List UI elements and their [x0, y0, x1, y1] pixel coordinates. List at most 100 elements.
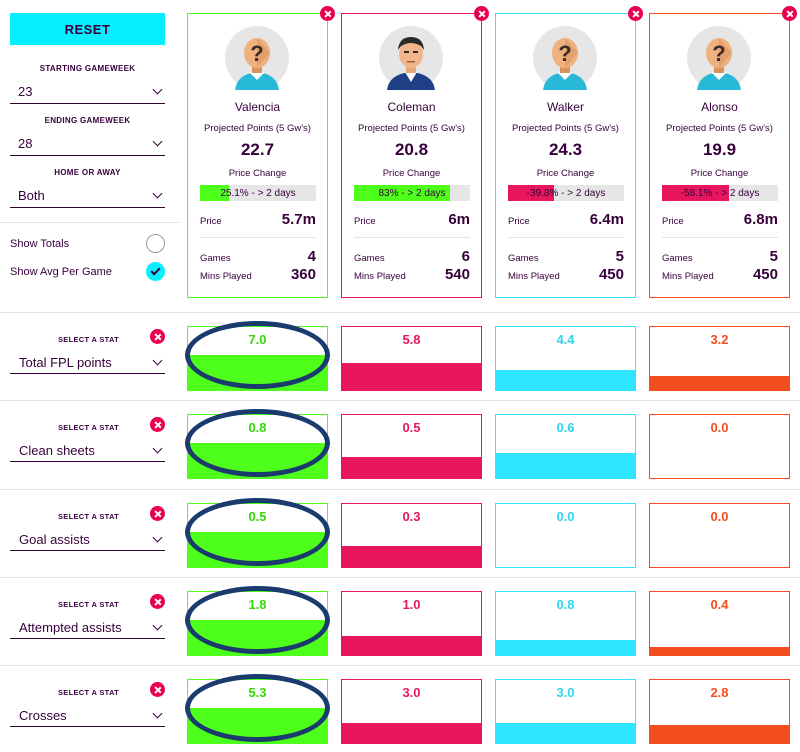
games-value: 5	[615, 248, 624, 265]
starting-gameweek-value: 23	[18, 84, 33, 99]
player-name: Alonso	[701, 100, 738, 114]
remove-player-icon[interactable]	[628, 6, 643, 21]
svg-text:?: ?	[250, 41, 263, 66]
stat-select[interactable]: Attempted assists	[10, 617, 165, 639]
stat-value: 4.4	[556, 332, 575, 347]
price-change-text: 25.1% - > 2 days	[220, 187, 296, 199]
stat-value: 5.3	[248, 685, 267, 700]
remove-stat-icon[interactable]	[150, 682, 165, 697]
select-stat-label: SELECT A STAT	[58, 335, 119, 344]
stat-value-box: 3.0	[495, 679, 636, 744]
stat-value: 3.0	[402, 685, 421, 700]
remove-player-icon[interactable]	[782, 6, 797, 21]
price-change-label: Price Change	[382, 168, 441, 179]
games-value: 6	[461, 248, 470, 265]
stat-select[interactable]: Clean sheets	[10, 440, 165, 462]
starting-gameweek-select[interactable]: 23	[10, 80, 165, 104]
player-card: ? Walker Projected Points (5 Gw's) 24.3 Pric…	[495, 6, 643, 298]
svg-text:?: ?	[712, 41, 725, 66]
price-change-text: -58.1% - > 2 days	[680, 187, 760, 199]
stat-fill-bar	[188, 708, 327, 743]
stat-value-box: 0.5	[187, 503, 328, 568]
stat-fill-bar	[188, 443, 327, 478]
stat-fill-bar	[188, 532, 327, 567]
player-avatar: ?	[687, 26, 751, 90]
stat-value-box: 1.0	[341, 591, 482, 656]
mins-played-label: Mins Played	[354, 271, 406, 282]
price-value: 6.8m	[743, 211, 778, 228]
stat-value-box: 4.4	[495, 326, 636, 391]
price-value: 6.4m	[589, 211, 624, 228]
price-row: Price 6.8m	[662, 211, 778, 228]
stat-select[interactable]: Crosses	[10, 705, 165, 727]
reset-button[interactable]: RESET	[10, 13, 165, 45]
stat-value-box: 0.0	[649, 503, 790, 568]
home-or-away-select[interactable]: Both	[10, 184, 165, 208]
games-label: Games	[354, 253, 385, 264]
price-change-bar: -58.1% - > 2 days	[662, 185, 778, 201]
player-avatar: ?	[533, 26, 597, 90]
price-change-fill	[508, 185, 555, 201]
stat-value: 0.5	[248, 509, 267, 524]
stat-select-value: Crosses	[19, 708, 67, 723]
projected-points-value: 22.7	[240, 140, 275, 159]
stat-fill-bar	[496, 723, 635, 743]
stat-value-box: 3.0	[341, 679, 482, 744]
remove-stat-icon[interactable]	[150, 594, 165, 609]
remove-stat-icon[interactable]	[150, 506, 165, 521]
stat-value: 0.3	[402, 509, 421, 524]
chevron-down-icon	[152, 188, 163, 199]
home-or-away-label: HOME OR AWAY	[54, 168, 121, 177]
stat-value: 1.8	[248, 597, 267, 612]
stat-select[interactable]: Goal assists	[10, 529, 165, 551]
divider	[508, 237, 624, 238]
stat-value-box: 1.8	[187, 591, 328, 656]
player-avatar: ?	[225, 26, 289, 90]
projected-points-label: Projected Points (5 Gw's)	[512, 123, 619, 134]
starting-gameweek-label: STARTING GAMEWEEK	[39, 64, 136, 73]
stat-value: 3.2	[710, 332, 729, 347]
price-change-text: -39.8% - > 2 days	[526, 187, 606, 199]
player-name: Valencia	[234, 100, 281, 114]
mins-played-row: Mins Played 540	[354, 266, 470, 283]
chevron-down-icon	[152, 620, 163, 631]
chevron-down-icon	[152, 355, 163, 366]
stat-fill-bar	[496, 452, 635, 478]
ending-gameweek-value: 28	[18, 136, 33, 151]
stat-value-box: 5.3	[187, 679, 328, 744]
projected-points-label: Projected Points (5 Gw's)	[666, 123, 773, 134]
stat-fill-bar	[188, 355, 327, 390]
radio-unchecked-icon[interactable]	[146, 234, 165, 253]
price-label: Price	[354, 216, 376, 227]
price-change-bar: -39.8% - > 2 days	[508, 185, 624, 201]
games-row: Games 5	[508, 248, 624, 265]
show-totals-toggle[interactable]: Show Totals	[10, 234, 165, 253]
svg-text:?: ?	[558, 41, 571, 66]
show-avg-toggle[interactable]: Show Avg Per Game	[10, 262, 165, 281]
stat-value: 0.5	[402, 420, 421, 435]
price-change-fill	[200, 185, 230, 201]
stat-fill-bar	[188, 620, 327, 655]
stat-value-box: 2.8	[649, 679, 790, 744]
home-or-away-value: Both	[18, 188, 45, 203]
stat-fill-bar	[342, 636, 481, 655]
ending-gameweek-select[interactable]: 28	[10, 132, 165, 156]
remove-stat-icon[interactable]	[150, 417, 165, 432]
player-card: ? Valencia Projected Points (5 Gw's) 22.7 Pr…	[187, 6, 335, 298]
games-label: Games	[662, 253, 693, 264]
check-icon	[150, 265, 161, 275]
stat-value-box: 0.3	[341, 503, 482, 568]
remove-stat-icon[interactable]	[150, 329, 165, 344]
radio-checked-icon[interactable]	[146, 262, 165, 281]
remove-player-icon[interactable]	[320, 6, 335, 21]
divider	[0, 312, 800, 313]
remove-player-icon[interactable]	[474, 6, 489, 21]
stat-fill-bar	[650, 647, 789, 655]
stat-value: 0.4	[710, 597, 729, 612]
stat-select[interactable]: Total FPL points	[10, 352, 165, 374]
games-row: Games 5	[662, 248, 778, 265]
chevron-down-icon	[152, 84, 163, 95]
games-row: Games 4	[200, 248, 316, 265]
divider	[0, 489, 800, 490]
price-label: Price	[662, 216, 684, 227]
